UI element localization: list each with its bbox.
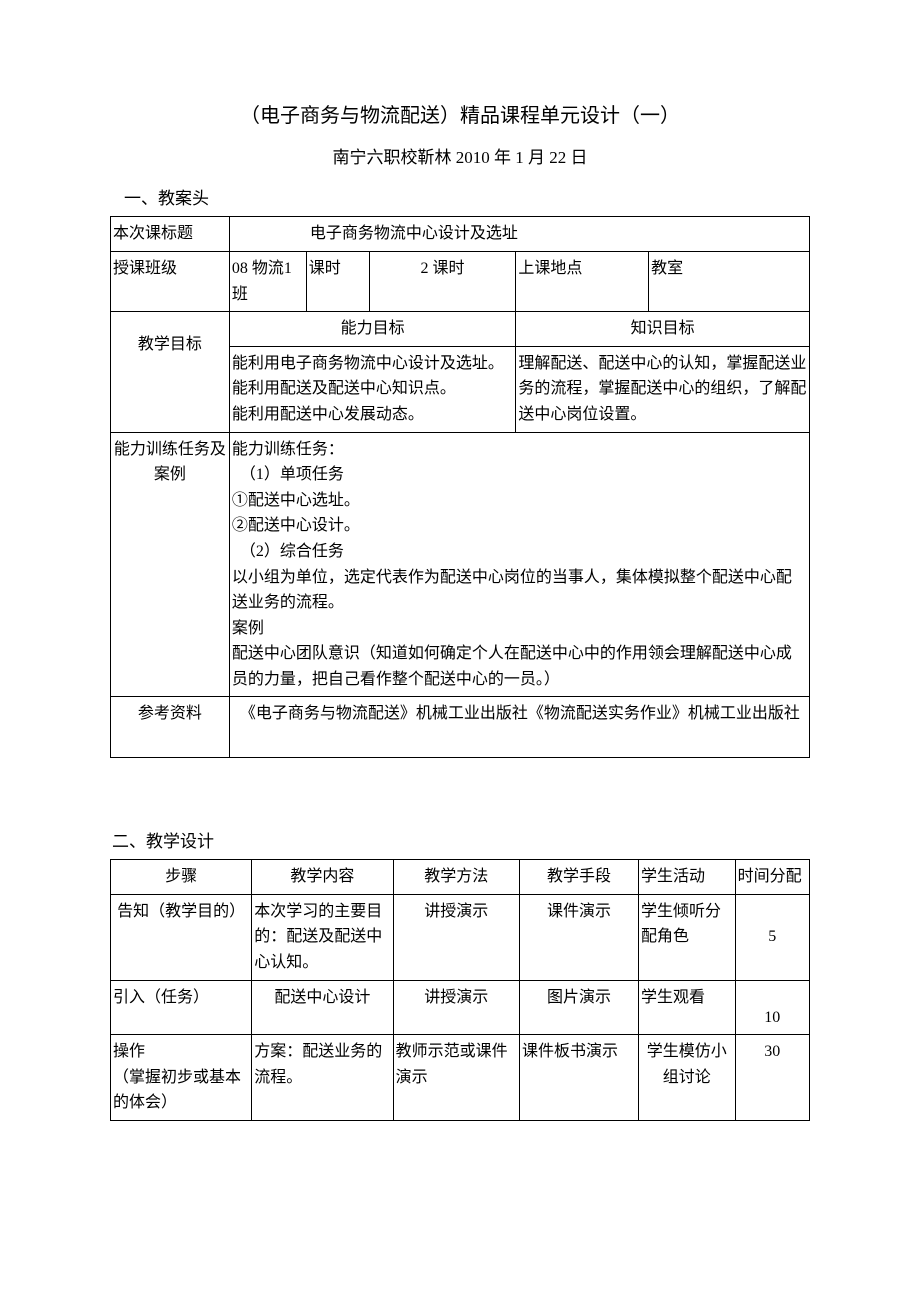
col-activity: 学生活动 bbox=[638, 860, 735, 895]
section1-heading: 一、教案头 bbox=[110, 185, 810, 212]
cell-method: 讲授演示 bbox=[393, 894, 519, 980]
cell-means: 图片演示 bbox=[519, 980, 638, 1035]
cell-step: 操作 （掌握初步或基本的体会） bbox=[111, 1035, 252, 1121]
table-row: 本次课标题 电子商务物流中心设计及选址 bbox=[111, 217, 810, 252]
table-header-row: 步骤 教学内容 教学方法 教学手段 学生活动 时间分配 bbox=[111, 860, 810, 895]
cell-step: 告知（教学目的） bbox=[111, 894, 252, 980]
table-row: 教学目标 能力目标 知识目标 bbox=[111, 312, 810, 347]
cell-method: 教师示范或课件演示 bbox=[393, 1035, 519, 1121]
knowledge-text: 理解配送、配送中心的认知，掌握配送业务的流程，掌握配送中心的组织，了解配送中心岗… bbox=[516, 346, 810, 432]
table-row: 授课班级 08 物流1 班 课时 2 课时 上课地点 教室 bbox=[111, 251, 810, 311]
place-value: 教室 bbox=[649, 251, 810, 311]
ability-text: 能利用电子商务物流中心设计及选址。 能利用配送及配送中心知识点。 能利用配送中心… bbox=[229, 346, 516, 432]
ref-text: 《电子商务与物流配送》机械工业出版社《物流配送实务作业》机械工业出版社 bbox=[229, 697, 809, 758]
period-value: 2 课时 bbox=[369, 251, 516, 311]
knowledge-header: 知识目标 bbox=[516, 312, 810, 347]
topic-label: 本次课标题 bbox=[111, 217, 230, 252]
topic-value: 电子商务物流中心设计及选址 bbox=[229, 217, 809, 252]
objective-label: 教学目标 bbox=[111, 312, 230, 432]
col-content: 教学内容 bbox=[252, 860, 393, 895]
cell-method: 讲授演示 bbox=[393, 980, 519, 1035]
period-label: 课时 bbox=[306, 251, 369, 311]
place-label: 上课地点 bbox=[516, 251, 649, 311]
cell-activity: 学生观看 bbox=[638, 980, 735, 1035]
col-method: 教学方法 bbox=[393, 860, 519, 895]
cell-time: 5 bbox=[735, 894, 809, 980]
cell-content: 本次学习的主要目的：配送及配送中心认知。 bbox=[252, 894, 393, 980]
cell-step: 引入（任务） bbox=[111, 980, 252, 1035]
table-row: 能力训练任务及案例 能力训练任务： （1）单项任务 ①配送中心选址。 ②配送中心… bbox=[111, 432, 810, 697]
table-row: 告知（教学目的） 本次学习的主要目的：配送及配送中心认知。 讲授演示 课件演示 … bbox=[111, 894, 810, 980]
cell-activity: 学生倾听分配角色 bbox=[638, 894, 735, 980]
cell-means: 课件演示 bbox=[519, 894, 638, 980]
table-row: 参考资料 《电子商务与物流配送》机械工业出版社《物流配送实务作业》机械工业出版社 bbox=[111, 697, 810, 758]
ref-label: 参考资料 bbox=[111, 697, 230, 758]
table-row: 操作 （掌握初步或基本的体会） 方案：配送业务的流程。 教师示范或课件演示 课件… bbox=[111, 1035, 810, 1121]
doc-subtitle: 南宁六职校靳林 2010 年 1 月 22 日 bbox=[110, 144, 810, 171]
cell-time: 10 bbox=[735, 980, 809, 1035]
tasks-label: 能力训练任务及案例 bbox=[111, 432, 230, 697]
class-value: 08 物流1 班 bbox=[229, 251, 306, 311]
table-row: 引入（任务） 配送中心设计 讲授演示 图片演示 学生观看 10 bbox=[111, 980, 810, 1035]
class-label: 授课班级 bbox=[111, 251, 230, 311]
section2-heading: 二、教学设计 bbox=[110, 828, 810, 855]
cell-time: 30 bbox=[735, 1035, 809, 1121]
cell-content: 方案：配送业务的流程。 bbox=[252, 1035, 393, 1121]
cell-means: 课件板书演示 bbox=[519, 1035, 638, 1121]
doc-title: （电子商务与物流配送）精品课程单元设计（一） bbox=[110, 100, 810, 132]
cell-content: 配送中心设计 bbox=[252, 980, 393, 1035]
col-time: 时间分配 bbox=[735, 860, 809, 895]
col-means: 教学手段 bbox=[519, 860, 638, 895]
ability-header: 能力目标 bbox=[229, 312, 516, 347]
lesson-header-table: 本次课标题 电子商务物流中心设计及选址 授课班级 08 物流1 班 课时 2 课… bbox=[110, 216, 810, 758]
col-step: 步骤 bbox=[111, 860, 252, 895]
cell-activity: 学生模仿小组讨论 bbox=[638, 1035, 735, 1121]
teaching-design-table: 步骤 教学内容 教学方法 教学手段 学生活动 时间分配 告知（教学目的） 本次学… bbox=[110, 859, 810, 1121]
tasks-text: 能力训练任务： （1）单项任务 ①配送中心选址。 ②配送中心设计。 （2）综合任… bbox=[229, 432, 809, 697]
